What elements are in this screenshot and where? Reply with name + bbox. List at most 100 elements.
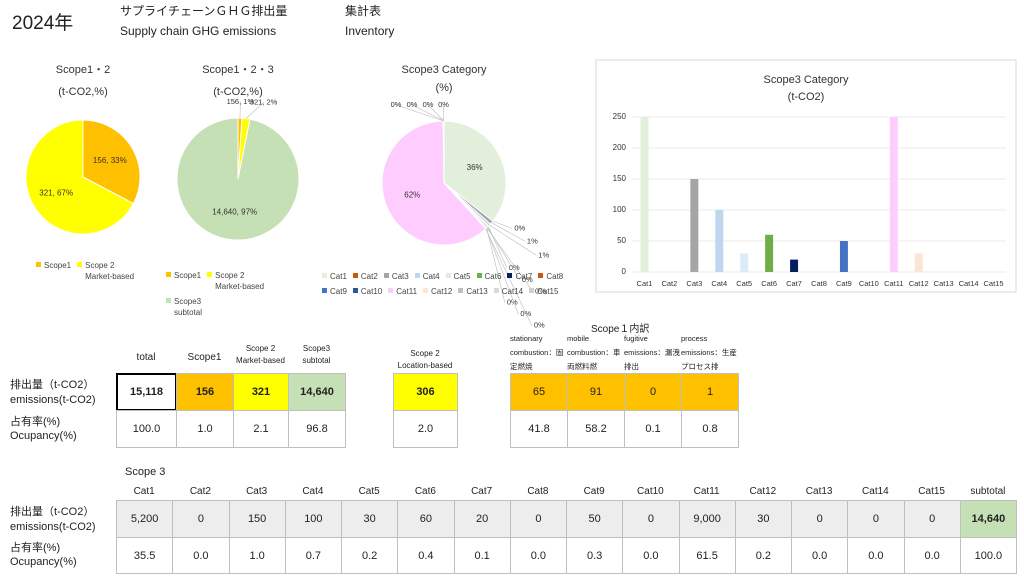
legend-label: Cat14 (501, 287, 524, 296)
data-label: 321, 2% (250, 98, 278, 107)
share-cell: 100.0 (959, 537, 1017, 574)
y-tick-label: 200 (613, 143, 627, 152)
data-label: 36% (467, 163, 483, 172)
legend-label: Scope 2 Market-based (85, 261, 135, 281)
column-header: Cat3 (246, 486, 268, 497)
row-label: 占有率(%) (10, 542, 61, 554)
legend-label: Cat10 (360, 287, 383, 296)
legend-label: Cat4 (422, 272, 440, 281)
legend-label: Cat8 (546, 272, 564, 281)
chart-subtitle: (t-CO2,%) (58, 86, 108, 98)
column-header: stationary combustion：固定燃焼 (510, 334, 564, 371)
legend-marker (507, 273, 513, 278)
legend-item: Scope 2 Market-based (77, 260, 135, 282)
legend-label: Cat9 (330, 287, 347, 296)
x-tick-label: Cat9 (836, 279, 852, 288)
data-label: 0% (522, 275, 533, 284)
pie-slice (25, 119, 135, 235)
share-cell: 0.0 (903, 537, 961, 574)
y-tick-label: 50 (617, 236, 626, 245)
legend-marker (352, 273, 358, 278)
legend-item: Cat6 (476, 271, 501, 282)
share-cell: 0.3 (566, 537, 624, 574)
legend-label: Scope3 subtotal (174, 297, 203, 317)
legend-label: Cat15 (537, 287, 559, 296)
legend-marker (493, 288, 499, 293)
column-header: Cat7 (471, 486, 493, 497)
x-tick-label: Cat4 (711, 279, 727, 288)
leader-line (485, 228, 519, 315)
share-cell: 0.8 (681, 410, 739, 448)
bar (715, 210, 724, 272)
legend-item: Cat3 (383, 271, 409, 282)
column-header: Cat6 (414, 486, 436, 497)
row-label: emissions(t-CO2) (10, 394, 96, 406)
chart-title: Scope3 Category (764, 74, 849, 86)
legend-marker (322, 288, 327, 293)
share-cell: 0.4 (397, 537, 455, 574)
share-cell: 96.8 (288, 410, 346, 448)
title-en: Supply chain GHG emissions (120, 24, 277, 38)
column-header: Cat12 (749, 486, 777, 497)
share-cell: 0.2 (341, 537, 399, 574)
x-tick-label: Cat14 (959, 279, 979, 288)
legend-item: Cat12 (423, 286, 452, 297)
share-cell: 2.1 (233, 410, 289, 448)
legend-marker (352, 288, 358, 293)
emission-cell: 0 (903, 500, 961, 538)
share-cell: 41.8 (510, 410, 568, 448)
legend: Scope1 Scope 2 Market-based Scope3 subtota… (166, 270, 326, 318)
subtitle-ja: 集計表 (345, 4, 382, 18)
emission-cell: 9,000 (678, 500, 736, 538)
pie-slice (82, 119, 141, 205)
column-header: Cat14 (862, 486, 889, 497)
emission-cell: 0 (791, 500, 849, 538)
chart-title: Scope1・2 (56, 64, 110, 76)
emission-cell: 5,200 (116, 500, 174, 538)
emission-cell: 60 (397, 500, 455, 538)
legend-marker (538, 273, 544, 278)
column-header: Scope3 subtotal (302, 344, 331, 365)
column-header: Cat13 (805, 486, 833, 497)
legend-item: Cat10 (352, 286, 383, 297)
legend-marker (423, 288, 429, 293)
legend-marker (476, 273, 482, 278)
bar (889, 117, 898, 272)
breakdown-title: Scope１内訳 (591, 324, 650, 335)
data-label: 14,640, 97% (212, 207, 257, 216)
bar (839, 241, 848, 272)
share-cell: 2.0 (393, 410, 458, 448)
leader-line (395, 104, 445, 122)
emission-cell: 15,118 (116, 373, 177, 411)
emission-cell: 30 (734, 500, 792, 538)
column-header: Cat8 (527, 486, 549, 497)
emission-cell: 306 (393, 373, 458, 411)
legend-item: Cat8 (538, 271, 563, 282)
legend-item: Cat4 (414, 271, 440, 282)
legend-marker (445, 273, 451, 278)
legend: Cat1 Cat2 Cat3 Cat4 Cat5 Cat6 Cat7 Cat8 Cat9 Cat1… (322, 271, 572, 297)
column-header: Cat9 (583, 486, 605, 497)
x-tick-label: Cat8 (811, 279, 827, 288)
share-cell: 0.0 (622, 537, 680, 574)
column-header: Cat5 (358, 486, 380, 497)
share-cell: 0.7 (284, 537, 342, 574)
data-label: 0% (507, 298, 518, 307)
table-title: Scope 3 (125, 466, 166, 478)
y-tick-label: 100 (613, 205, 627, 214)
legend-item: Scope1 (36, 260, 71, 282)
legend-marker (36, 262, 41, 267)
pie-slice (381, 120, 487, 246)
emission-cell: 156 (176, 373, 234, 411)
leader-line (489, 224, 537, 256)
share-cell: 0.0 (847, 537, 905, 574)
column-header: Cat15 (918, 486, 945, 497)
emission-cell: 0 (622, 500, 680, 538)
share-cell: 35.5 (116, 537, 174, 574)
data-label: 0% (514, 223, 525, 232)
emission-cell: 0 (847, 500, 905, 538)
legend-label: Cat13 (466, 287, 488, 296)
row-label: Ocupancy(%) (10, 430, 77, 442)
legend-item: Cat1 (322, 271, 347, 282)
column-header: Cat11 (693, 486, 720, 497)
